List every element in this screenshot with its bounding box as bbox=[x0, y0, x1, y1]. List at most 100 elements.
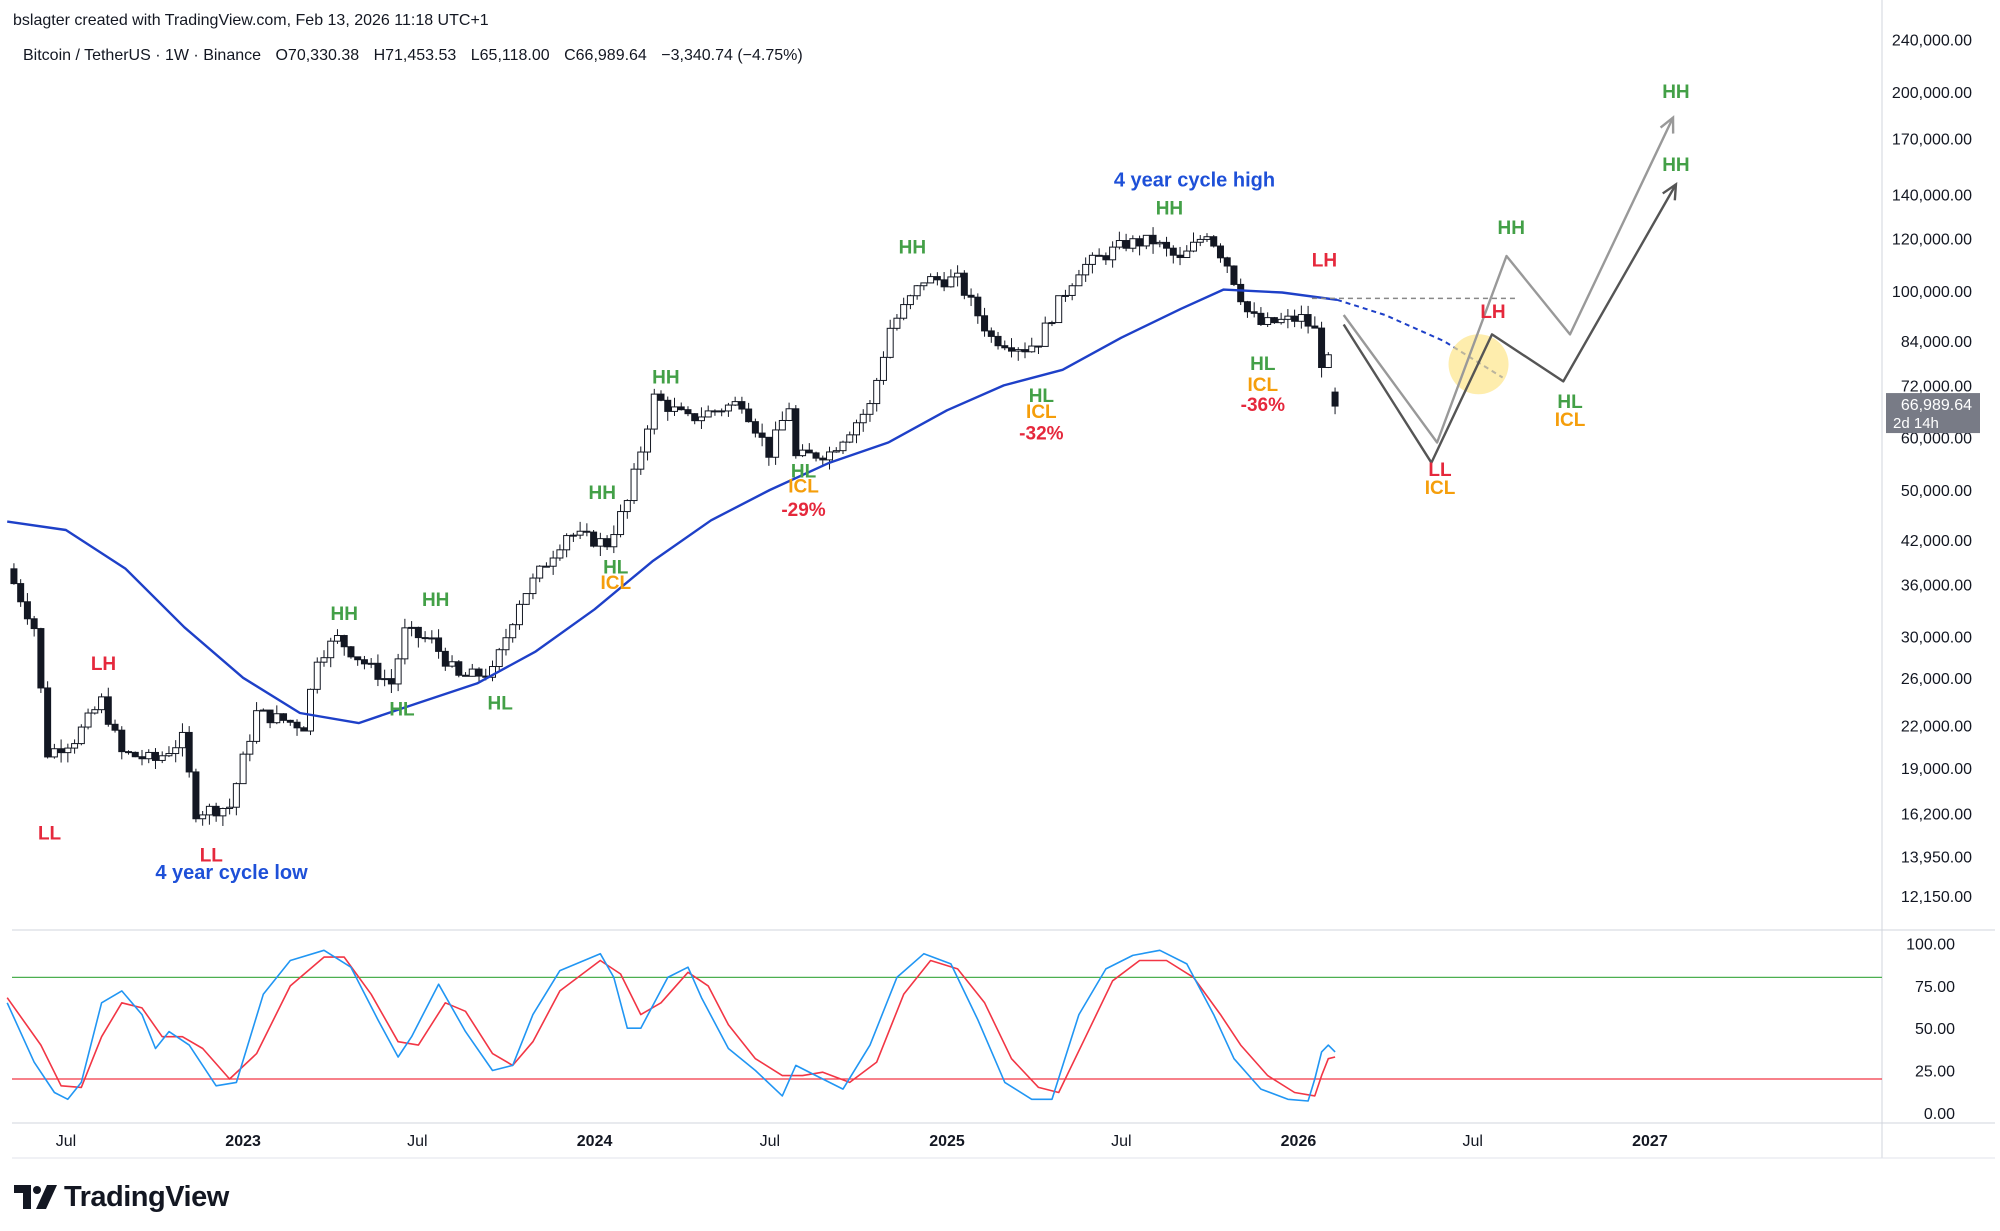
candle bbox=[1291, 315, 1299, 322]
candle bbox=[718, 410, 726, 413]
annotation-label: -29% bbox=[781, 500, 825, 521]
candle bbox=[1257, 312, 1265, 325]
candle bbox=[724, 404, 732, 412]
annotation-label: 4 year cycle high bbox=[1114, 169, 1275, 191]
candle bbox=[940, 279, 948, 288]
candle bbox=[987, 330, 995, 337]
annotation-label: LH bbox=[1312, 250, 1337, 271]
candle bbox=[1264, 317, 1272, 325]
candle bbox=[293, 721, 301, 729]
annotation-label: HL bbox=[603, 557, 629, 578]
candle bbox=[1284, 315, 1292, 320]
candle bbox=[280, 713, 288, 721]
candle bbox=[192, 771, 200, 820]
price-tick-label: 84,000.00 bbox=[1901, 334, 1972, 351]
candle bbox=[677, 406, 685, 411]
candle bbox=[151, 751, 159, 761]
candle bbox=[879, 356, 887, 381]
candle bbox=[920, 282, 928, 287]
candle bbox=[805, 449, 813, 454]
candle bbox=[30, 618, 38, 630]
candle bbox=[212, 805, 220, 817]
annotation-label: HH bbox=[589, 483, 616, 504]
candle bbox=[91, 709, 99, 714]
candle bbox=[145, 751, 153, 760]
candle bbox=[644, 428, 652, 453]
candle bbox=[1169, 247, 1177, 256]
time-tick-label: Jul bbox=[407, 1133, 427, 1150]
candle bbox=[1216, 245, 1224, 259]
tradingview-wordmark: TradingView bbox=[64, 1180, 229, 1213]
price-tick-label: 72,000.00 bbox=[1901, 378, 1972, 395]
candle bbox=[563, 535, 571, 551]
candle bbox=[185, 731, 193, 773]
candle bbox=[219, 807, 227, 817]
symbol-name: Bitcoin / TetherUS · 1W · Binance bbox=[23, 47, 262, 64]
ma-projection-line bbox=[1336, 298, 1504, 379]
candle bbox=[792, 408, 800, 457]
tradingview-logo[interactable]: TradingView bbox=[14, 1180, 229, 1214]
candle bbox=[711, 410, 719, 413]
candle bbox=[981, 315, 989, 332]
candle bbox=[954, 272, 962, 278]
candle bbox=[178, 731, 186, 749]
axes: 240,000.00 200,000.00 170,000.00 140,000.00… bbox=[56, 33, 1980, 1150]
candle bbox=[704, 410, 712, 418]
projection-arrowhead bbox=[1659, 115, 1675, 134]
candle bbox=[610, 534, 618, 548]
annotation-label: ICL bbox=[1425, 478, 1456, 499]
annotation-label: HH bbox=[422, 590, 449, 611]
candle bbox=[529, 577, 537, 595]
annotation-label: LL bbox=[200, 846, 224, 867]
candle bbox=[1270, 317, 1278, 324]
candle bbox=[603, 538, 611, 548]
candle bbox=[374, 662, 382, 680]
price-badge-value: 66,989.64 bbox=[1901, 397, 1972, 414]
candle bbox=[913, 285, 921, 297]
annotation-label: -36% bbox=[1241, 395, 1285, 416]
candle bbox=[354, 656, 362, 661]
candle bbox=[664, 399, 672, 412]
candle bbox=[765, 436, 773, 458]
candle bbox=[812, 452, 820, 459]
annotation-label: HL bbox=[389, 699, 415, 720]
candle bbox=[596, 538, 604, 547]
candle bbox=[172, 747, 180, 755]
annotation-label: HH bbox=[330, 604, 357, 625]
candle bbox=[435, 637, 443, 652]
candle bbox=[1102, 255, 1110, 261]
candle bbox=[1048, 322, 1056, 325]
candle bbox=[623, 500, 631, 513]
annotation-label: HH bbox=[899, 237, 926, 258]
time-tick-label: Jul bbox=[1463, 1133, 1483, 1150]
candle bbox=[158, 755, 166, 761]
annotation-label: LL bbox=[38, 824, 62, 845]
time-tick-label: Jul bbox=[1111, 1133, 1131, 1150]
price-tick-label: 170,000.00 bbox=[1892, 132, 1972, 149]
annotation-label: LH bbox=[91, 654, 116, 675]
candle bbox=[1311, 325, 1319, 329]
candle bbox=[125, 751, 133, 754]
symbol-legend[interactable]: Bitcoin / TetherUS · 1W · Binance O70,33… bbox=[23, 47, 813, 65]
candle bbox=[1122, 240, 1130, 249]
candle bbox=[1324, 354, 1332, 368]
annotation-label: LL bbox=[1428, 460, 1452, 481]
candle bbox=[1149, 234, 1157, 245]
annotation-label: HL bbox=[1250, 354, 1276, 375]
candle bbox=[462, 674, 470, 677]
candle bbox=[468, 668, 476, 677]
price-tick-label: 22,000.00 bbox=[1901, 719, 1972, 736]
candle bbox=[1082, 263, 1090, 276]
candle bbox=[617, 511, 625, 536]
time-tick-label: 2027 bbox=[1632, 1133, 1668, 1150]
annotation-label: ICL bbox=[788, 476, 819, 497]
candle bbox=[960, 272, 968, 296]
projection-path bbox=[1342, 117, 1675, 444]
candle bbox=[232, 783, 240, 808]
candle bbox=[866, 403, 874, 415]
candle bbox=[71, 743, 79, 749]
annotation-label: HH bbox=[1662, 155, 1689, 176]
candle bbox=[84, 712, 92, 728]
candle bbox=[428, 637, 436, 640]
